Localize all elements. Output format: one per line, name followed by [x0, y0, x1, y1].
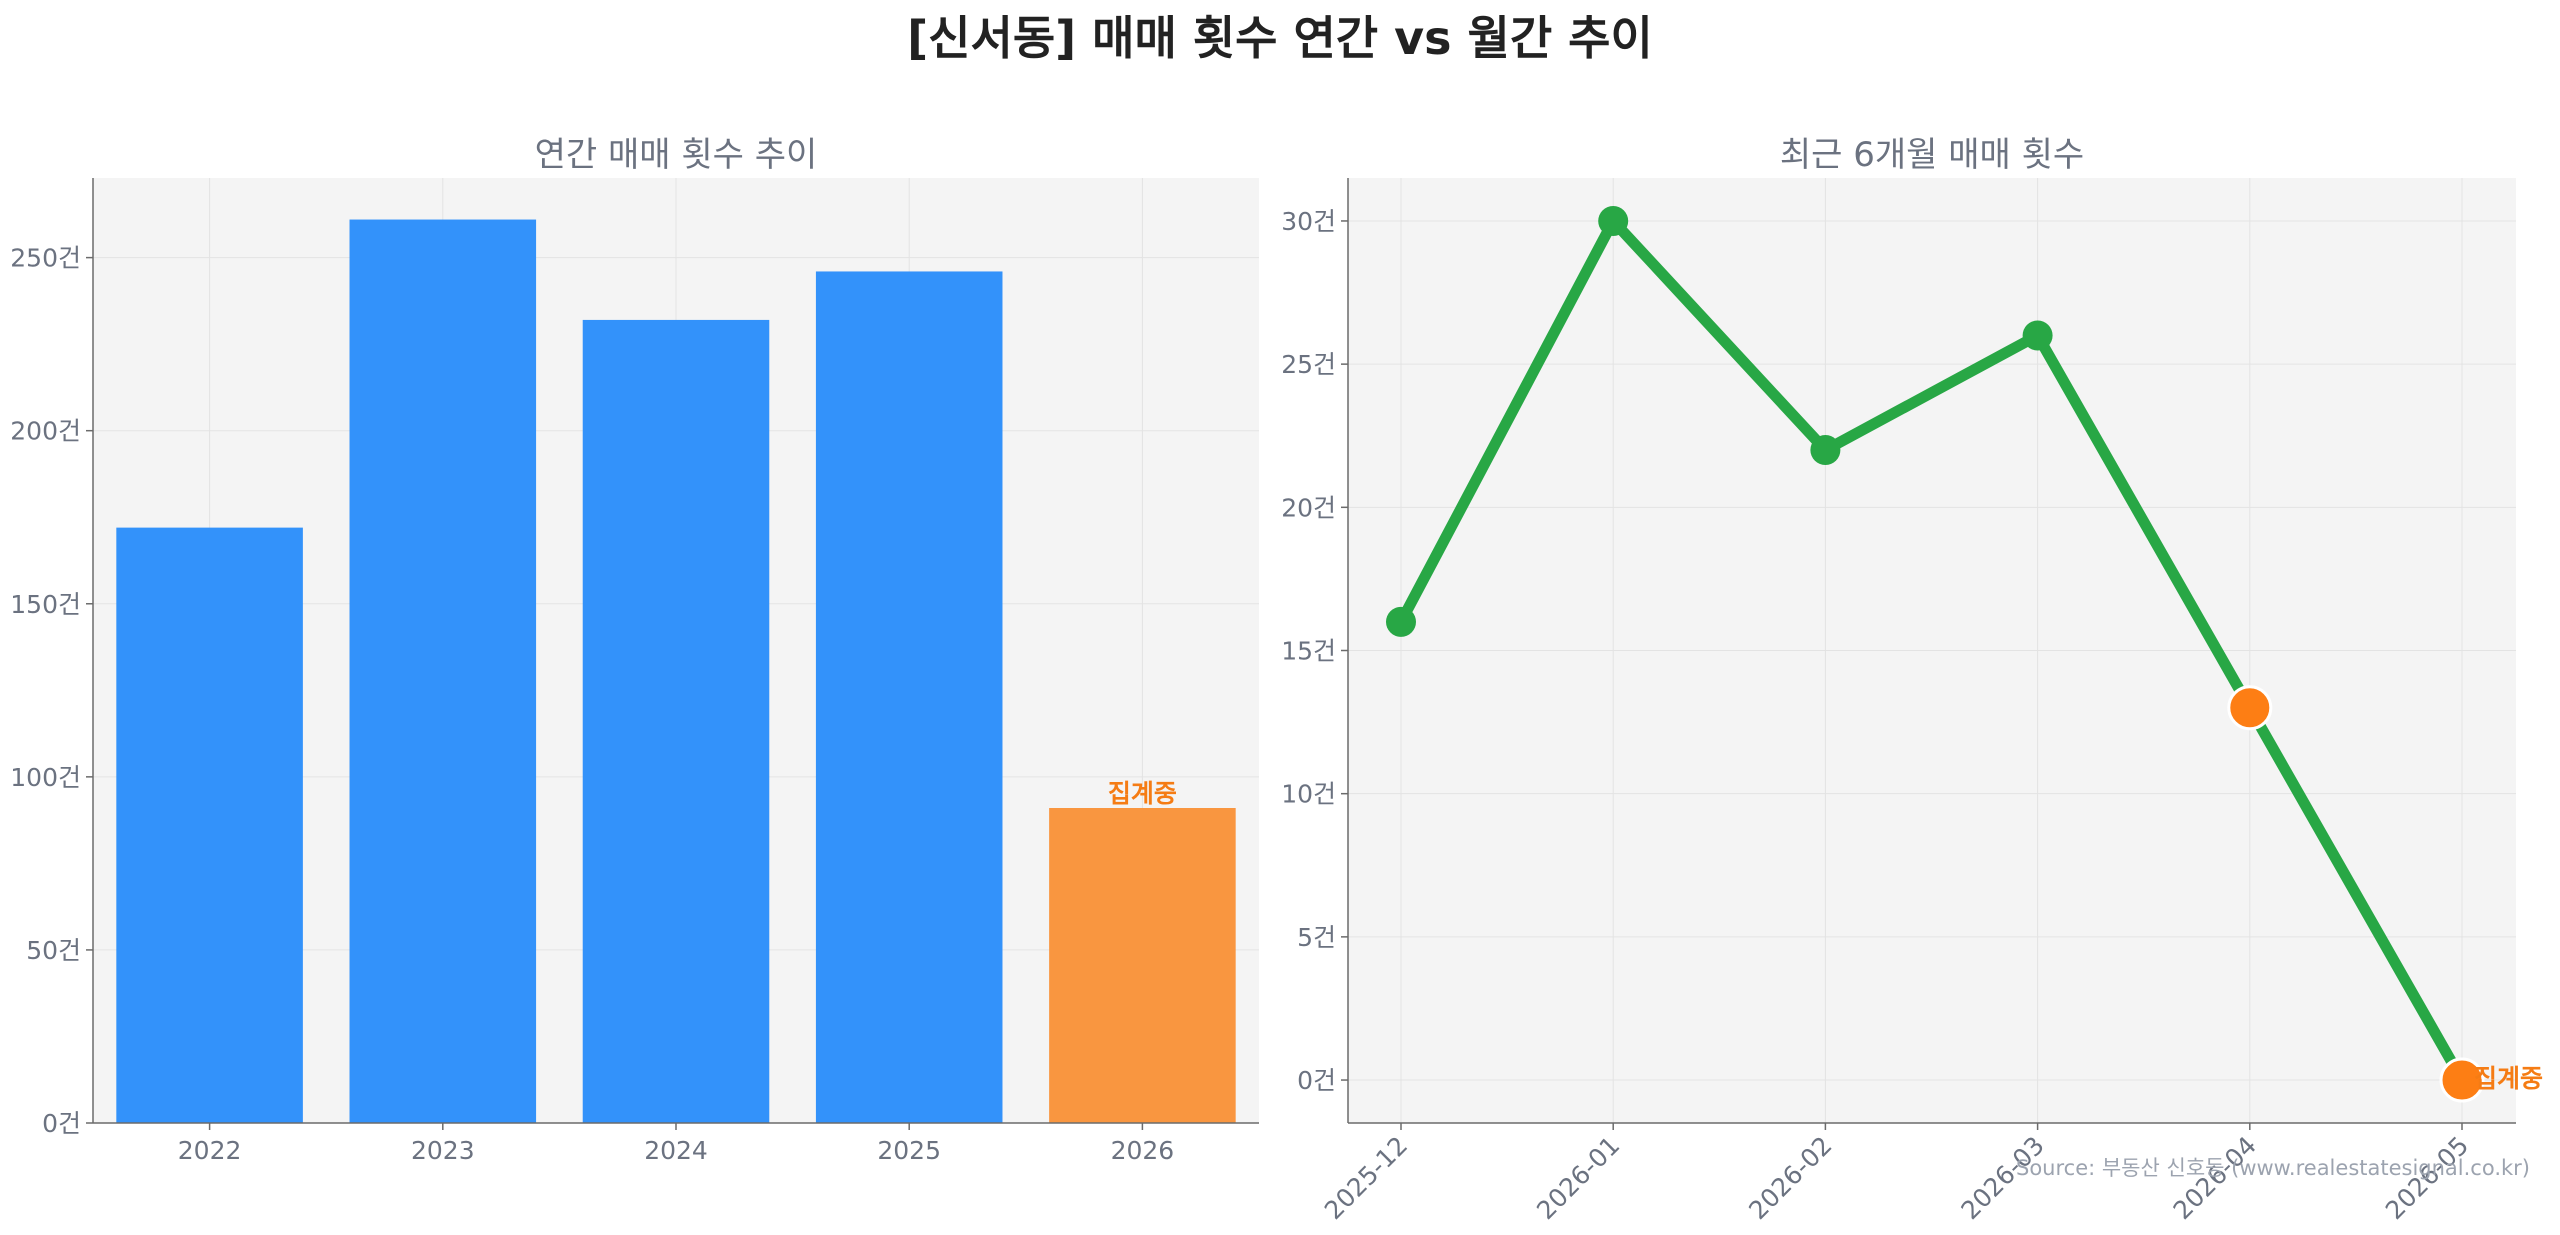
page-title: [신서동] 매매 횟수 연간 vs 월간 추이: [907, 11, 1653, 65]
line-point-2026-03: [2022, 320, 2053, 351]
bar-x-tick-label: 2026: [1111, 1136, 1175, 1165]
line-y-tick-label: 5건: [1297, 923, 1336, 952]
line-x-tick-label: 2026-02: [1743, 1131, 1837, 1225]
bar-2026: [1049, 808, 1236, 1123]
monthly-line-chart: 최근 6개월 매매 횟수 집계중 0건 5건 10건 15건 20건 25건 30건 2025-…: [1281, 135, 2543, 1225]
bar-x-tick-label: 2023: [411, 1136, 475, 1165]
bar-annotation-label: 집계중: [1108, 779, 1177, 808]
line-y-tick-label: 20건: [1281, 493, 1336, 522]
bar-2022: [116, 527, 303, 1123]
bar-x-tick-label: 2022: [178, 1136, 242, 1165]
bar-y-tick-label: 150건: [10, 590, 81, 619]
line-series: [1395, 215, 2468, 1086]
bar-y-tick-label: 250건: [10, 244, 81, 273]
bar-2023: [349, 219, 537, 1124]
bar-y-tick-label: 50건: [26, 936, 81, 965]
bar-x-tick-label: 2025: [877, 1136, 941, 1165]
annual-bar-chart: 연간 매매 횟수 추이 집계중 0건 50건 100건 150건 200건 250건 2022…: [10, 135, 1259, 1165]
line-x-tick-label: 2026-01: [1531, 1131, 1625, 1225]
line-y-tick-label: 30건: [1281, 207, 1336, 236]
line-y-tick-label: 10건: [1281, 780, 1336, 809]
bar-y-tick-label: 0건: [42, 1109, 81, 1138]
bar-x-tick-label: 2024: [644, 1136, 708, 1165]
line-point-2026-04: [2227, 685, 2273, 731]
line-y-tick-label: 25건: [1281, 350, 1336, 379]
line-y-tick-label: 15건: [1281, 637, 1336, 666]
bar-chart-title: 연간 매매 횟수 추이: [535, 135, 818, 175]
line-point-2026-01: [1598, 205, 1629, 236]
bar-2025: [815, 271, 1003, 1123]
source-note: Source: 부동산 신호등 (www.realestatesignal.co…: [2016, 1156, 2530, 1180]
line-x-tick-label: 2025-12: [1319, 1131, 1413, 1225]
line-annotation-label: 집계중: [2474, 1064, 2543, 1093]
line-point-2025-12: [1386, 606, 1416, 637]
line-point-2026-05: [2439, 1057, 2485, 1103]
bar-y-tick-label: 200건: [10, 417, 81, 446]
bar-2024: [582, 319, 770, 1123]
line-point-2026-02: [1810, 435, 1841, 466]
line-chart-title: 최근 6개월 매매 횟수: [1780, 135, 2084, 175]
line-y-tick-label: 0건: [1297, 1066, 1336, 1095]
bar-y-tick-label: 100건: [10, 763, 81, 792]
